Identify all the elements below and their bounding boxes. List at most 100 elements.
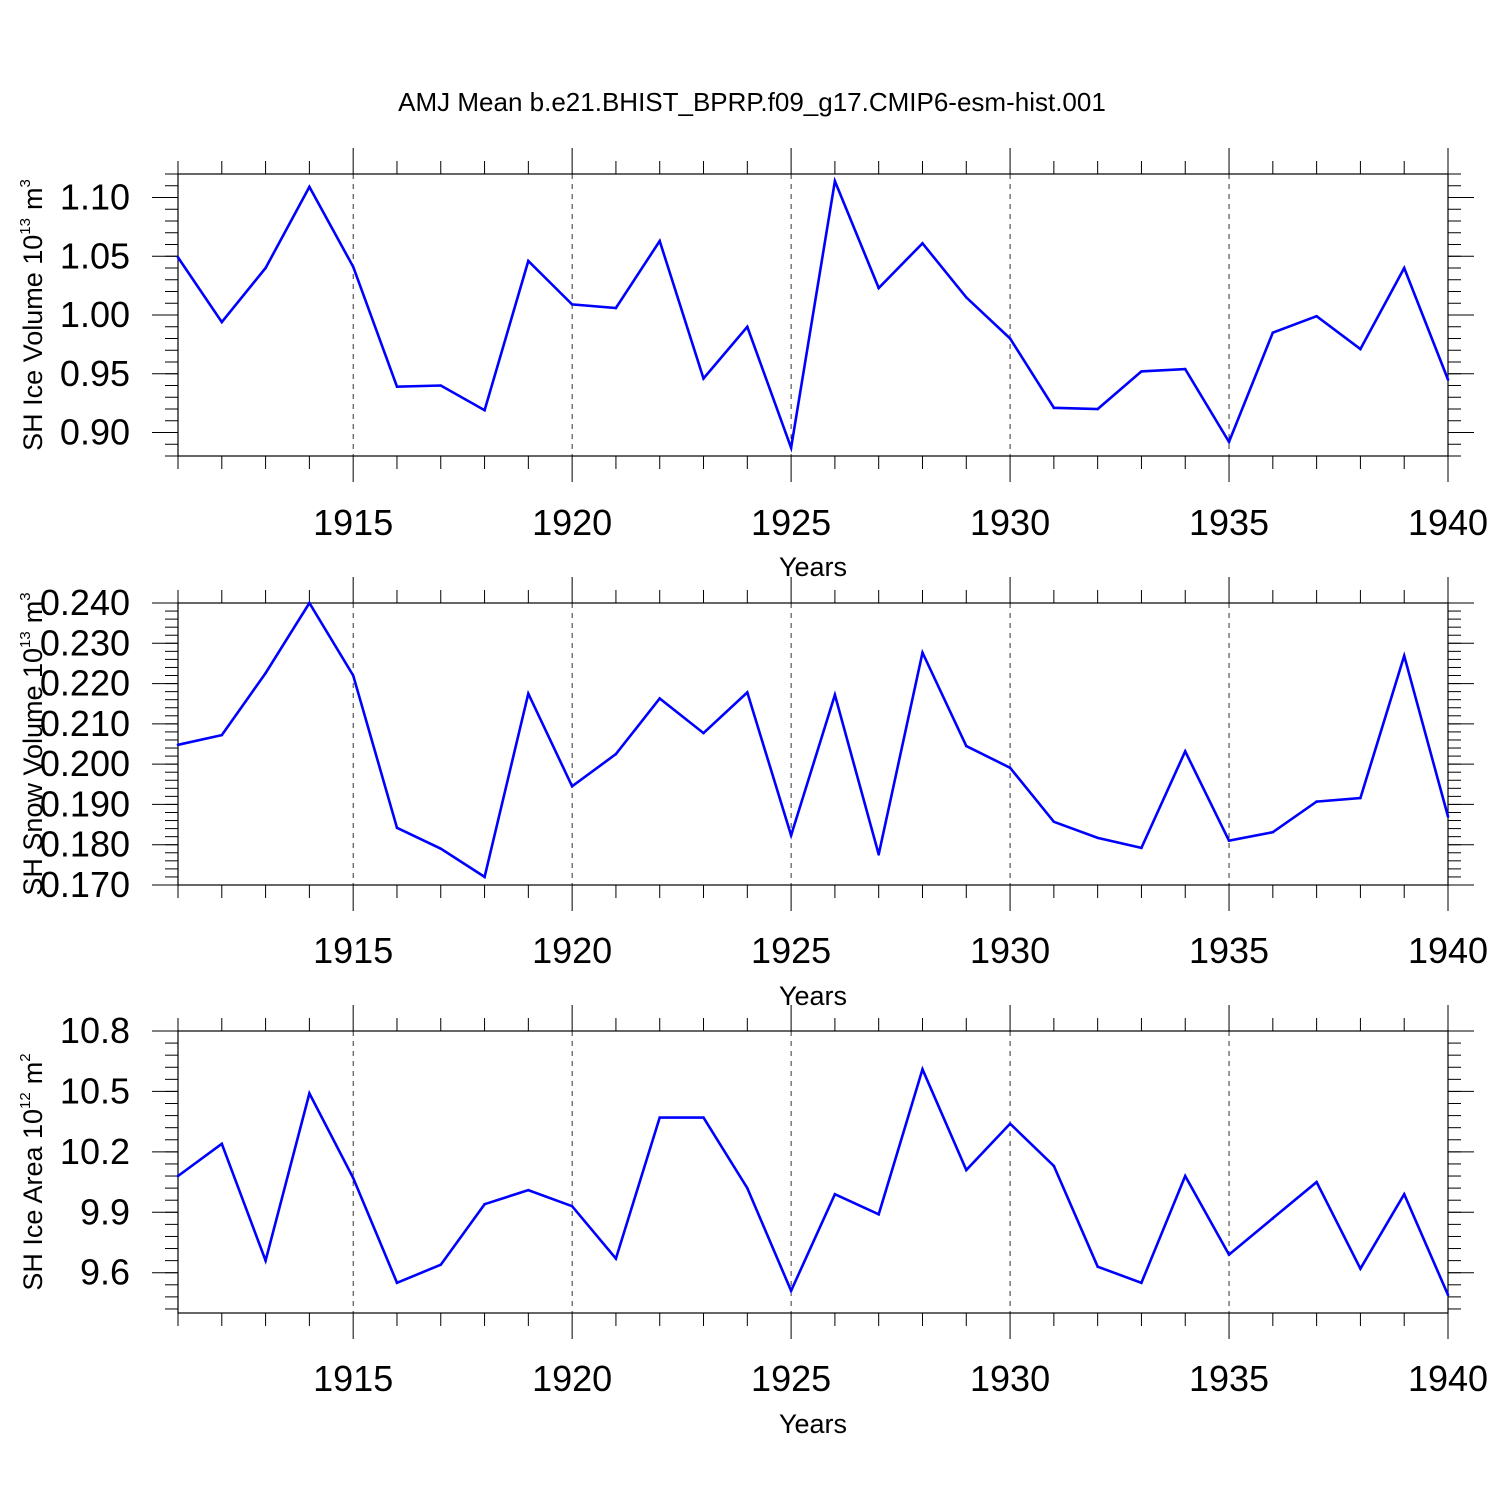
data-point <box>1140 370 1143 373</box>
data-point <box>746 325 749 329</box>
data-point <box>833 693 837 697</box>
y-tick-label: 9.6 <box>80 1252 130 1293</box>
x-tick-label: 1935 <box>1189 502 1269 543</box>
data-point <box>176 1174 180 1178</box>
data-point <box>1183 1174 1187 1178</box>
data-point <box>1359 796 1362 800</box>
data-point <box>789 446 793 450</box>
data-point <box>527 1188 530 1192</box>
data-point <box>746 691 749 694</box>
data-point <box>1140 1281 1143 1285</box>
y-axis-unit-power: 3 <box>17 592 34 600</box>
data-point <box>1052 1164 1056 1168</box>
y-tick-label: 0.170 <box>40 864 130 905</box>
data-point <box>439 847 443 851</box>
x-tick-label: 1935 <box>1189 1358 1269 1399</box>
data-point <box>1096 1265 1099 1268</box>
data-point <box>264 266 267 270</box>
data-point <box>1271 1217 1275 1220</box>
data-point <box>877 286 880 290</box>
data-point <box>964 744 968 748</box>
y-axis-unit: m <box>18 188 48 211</box>
data-point <box>395 1281 399 1285</box>
y-axis-label: SH Ice Volume 1013 m3 <box>17 179 48 451</box>
data-point <box>220 733 224 737</box>
data-point <box>1052 820 1056 824</box>
x-axis-label: Years <box>779 1409 847 1439</box>
data-point <box>658 697 662 700</box>
y-axis-unit-base: 10 <box>18 235 48 265</box>
y-tick-label: 0.220 <box>40 663 130 704</box>
data-point <box>395 826 399 830</box>
data-point <box>1227 1253 1231 1256</box>
y-tick-label: 1.00 <box>60 294 130 335</box>
x-tick-label: 1925 <box>751 1358 831 1399</box>
data-point <box>351 674 355 677</box>
chart-title: AMJ Mean b.e21.BHIST_BPRP.f09_g17.CMIP6-… <box>398 87 1106 117</box>
plot-frame <box>177 1030 1449 1314</box>
data-point <box>220 320 224 324</box>
data-point <box>483 1202 486 1206</box>
x-axis-label: Years <box>779 552 847 582</box>
y-tick-label: 0.210 <box>40 703 130 744</box>
y-axis-label: SH Ice Area 1012 m2 <box>17 1053 48 1290</box>
data-point <box>308 1092 311 1095</box>
series-line <box>177 1065 1450 1296</box>
data-point <box>921 651 924 654</box>
y-axis-unit-base: 10 <box>18 648 48 678</box>
chart-panel-3: 1915 1920 1925 1930 1935 1940 Years 9.6 9.9 10.2 1… <box>17 1005 1488 1439</box>
x-tick-label: 1935 <box>1189 930 1269 971</box>
data-point <box>964 1168 968 1172</box>
data-point <box>570 303 574 306</box>
data-point <box>614 306 618 310</box>
data-point <box>702 1116 705 1119</box>
data-point <box>1315 800 1318 803</box>
y-tick-label: 0.95 <box>60 353 130 394</box>
x-tick-label: 1915 <box>313 1358 393 1399</box>
chart-panel-2: 1915 1920 1925 1930 1935 1940Years0.1700.1800… <box>17 577 1488 1011</box>
y-axis-label: SH Snow Volume 1013 m3 <box>17 592 48 895</box>
data-point <box>702 377 705 380</box>
chart-panel-1: 1915 1920 1925 1930 1935 1940 Years 0.90 0.95 1.0… <box>17 148 1488 582</box>
data-point <box>833 1192 837 1196</box>
y-tick-label: 1.10 <box>60 177 130 218</box>
y-tick-label: 1.05 <box>60 235 130 276</box>
data-point <box>570 1204 574 1208</box>
data-point <box>176 256 180 259</box>
y-tick-label: 10.8 <box>60 1010 130 1051</box>
x-tick-label: 1940 <box>1408 502 1488 543</box>
y-axis-unit-exponent: 12 <box>17 1092 34 1109</box>
data-point <box>1227 839 1231 842</box>
data-point <box>308 601 311 605</box>
data-point <box>921 1067 924 1071</box>
y-tick-label: 10.2 <box>60 1131 130 1172</box>
y-tick-label: 9.9 <box>80 1191 130 1232</box>
data-point <box>1271 830 1275 834</box>
data-point <box>1446 815 1450 818</box>
data-point <box>877 1213 880 1216</box>
data-point <box>439 384 443 387</box>
data-point <box>789 834 793 837</box>
x-tick-label: 1915 <box>313 502 393 543</box>
y-axis-unit-exponent: 13 <box>17 218 34 235</box>
x-tick-label: 1930 <box>970 502 1050 543</box>
data-point <box>614 752 618 756</box>
data-point <box>1096 836 1099 840</box>
data-point <box>570 785 574 788</box>
data-point <box>614 1257 618 1260</box>
x-tick-label: 1920 <box>532 930 612 971</box>
data-point <box>746 1186 749 1190</box>
data-point <box>921 242 924 245</box>
data-point <box>1402 654 1406 658</box>
data-point <box>264 1259 267 1262</box>
data-point <box>220 1142 224 1146</box>
series-line <box>177 600 1450 879</box>
data-point <box>395 385 399 388</box>
data-point <box>877 853 880 856</box>
y-axis-unit-base: 10 <box>18 1109 48 1139</box>
y-tick-label: 0.240 <box>40 582 130 623</box>
data-point <box>1096 407 1099 411</box>
x-tick-label: 1920 <box>532 502 612 543</box>
y-axis-label-text: SH Ice Volume <box>18 265 48 451</box>
